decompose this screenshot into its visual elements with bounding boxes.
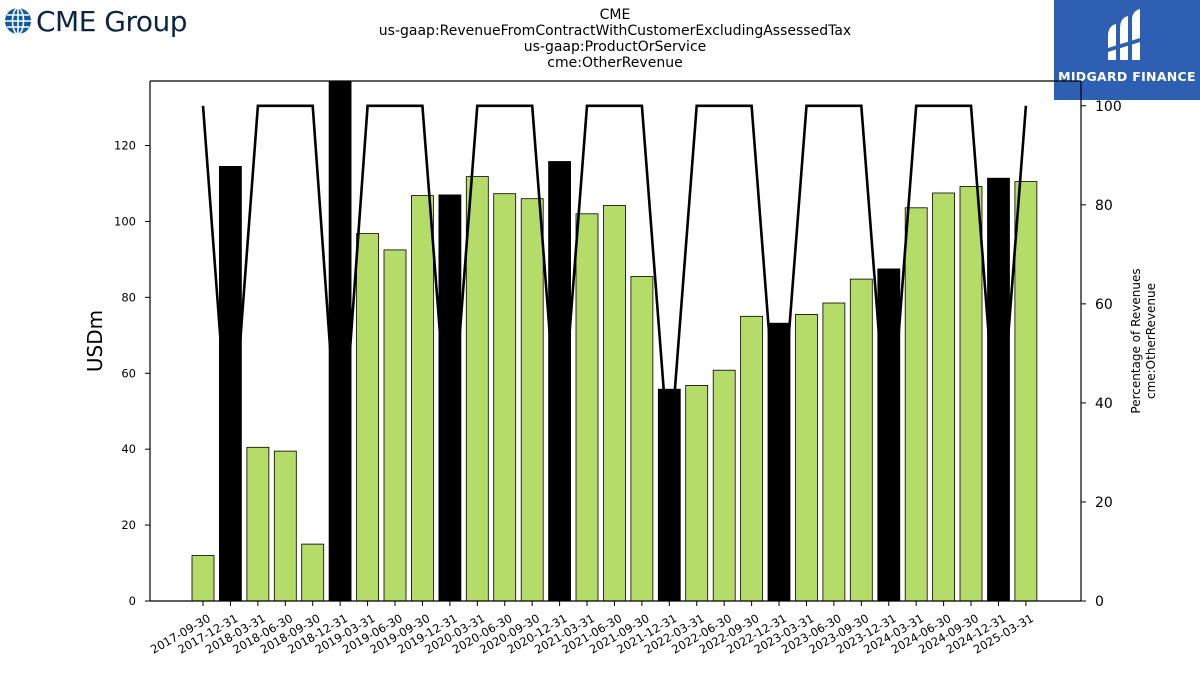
y2-axis-label-line2: cme:OtherRevenue bbox=[1144, 283, 1158, 399]
bar-2024-03-31 bbox=[904, 207, 928, 602]
y-tick-label: 40 bbox=[121, 442, 136, 456]
bar-2019-03-31 bbox=[356, 233, 380, 602]
bar-2023-03-31 bbox=[795, 313, 818, 602]
y2-axis-label-line1: Percentage of Revenues bbox=[1129, 268, 1143, 413]
bar-2022-09-30 bbox=[740, 315, 763, 602]
bar-2024-09-30 bbox=[959, 186, 983, 602]
y-tick-label: 80 bbox=[121, 290, 136, 304]
bar-2019-06-30 bbox=[383, 249, 407, 602]
y-tick-label: 100 bbox=[114, 214, 136, 228]
cme-group-logo: CME Group bbox=[4, 4, 188, 38]
y-tick-label: 20 bbox=[121, 518, 136, 532]
bar-2021-03-31 bbox=[575, 213, 599, 602]
bar-2023-06-30 bbox=[822, 302, 846, 602]
bar-2024-12-31 bbox=[987, 177, 1010, 602]
bar-2020-06-30 bbox=[493, 193, 517, 602]
bar-2022-06-30 bbox=[712, 369, 736, 602]
midgard-finance-logo-text: MIDGARD FINANCE bbox=[1058, 69, 1196, 84]
chart-title-block: CME us-gaap:RevenueFromContractWithCusto… bbox=[300, 7, 930, 71]
chart-subtitle-axis: us-gaap:ProductOrService bbox=[523, 39, 707, 55]
globe-icon bbox=[5, 7, 31, 35]
y2-tick-label: 100 bbox=[1095, 99, 1122, 115]
y-tick-label: 120 bbox=[114, 139, 136, 153]
y2-tick-label: 20 bbox=[1095, 495, 1113, 511]
midgard-finance-logo: MIDGARD FINANCE bbox=[1054, 0, 1200, 100]
bar-2017-09-30 bbox=[191, 555, 215, 602]
chart-title: CME bbox=[599, 7, 631, 23]
bar-2023-09-30 bbox=[849, 278, 873, 602]
bar-2018-12-31 bbox=[328, 80, 352, 602]
bar-2019-12-31 bbox=[438, 194, 462, 602]
y2-tick-label: 0 bbox=[1095, 594, 1104, 610]
y-axis-label: USDm bbox=[83, 310, 107, 372]
bar-2019-09-30 bbox=[410, 195, 434, 602]
y2-tick-label: 40 bbox=[1095, 396, 1113, 412]
y-tick-label: 60 bbox=[121, 366, 136, 380]
y2-tick-label: 60 bbox=[1095, 297, 1113, 313]
percentage-line bbox=[201, 104, 1028, 488]
cme-group-logo-text: CME Group bbox=[36, 4, 188, 38]
bar-2020-12-31 bbox=[548, 161, 571, 602]
bar-2022-03-31 bbox=[685, 384, 709, 602]
y-tick-label: 0 bbox=[129, 594, 136, 608]
bar-2021-12-31 bbox=[657, 388, 681, 602]
bar-2025-03-31 bbox=[1014, 181, 1038, 602]
bar-2023-12-31 bbox=[877, 268, 901, 602]
bar-2021-06-30 bbox=[603, 205, 626, 602]
chart-subtitle-concept: us-gaap:RevenueFromContractWithCustomerE… bbox=[378, 23, 852, 39]
midgard-mark-icon bbox=[1108, 9, 1140, 60]
bar-2024-06-30 bbox=[932, 192, 955, 602]
chart-subtitle-member: cme:OtherRevenue bbox=[547, 55, 683, 71]
bar-2018-03-31 bbox=[246, 446, 270, 602]
y2-tick-label: 80 bbox=[1095, 198, 1113, 214]
bar-2020-09-30 bbox=[520, 198, 544, 602]
bar-2021-09-30 bbox=[630, 276, 654, 602]
bar-2020-03-31 bbox=[465, 176, 489, 602]
bar-2018-09-30 bbox=[301, 543, 325, 602]
bar-2018-06-30 bbox=[273, 450, 297, 602]
